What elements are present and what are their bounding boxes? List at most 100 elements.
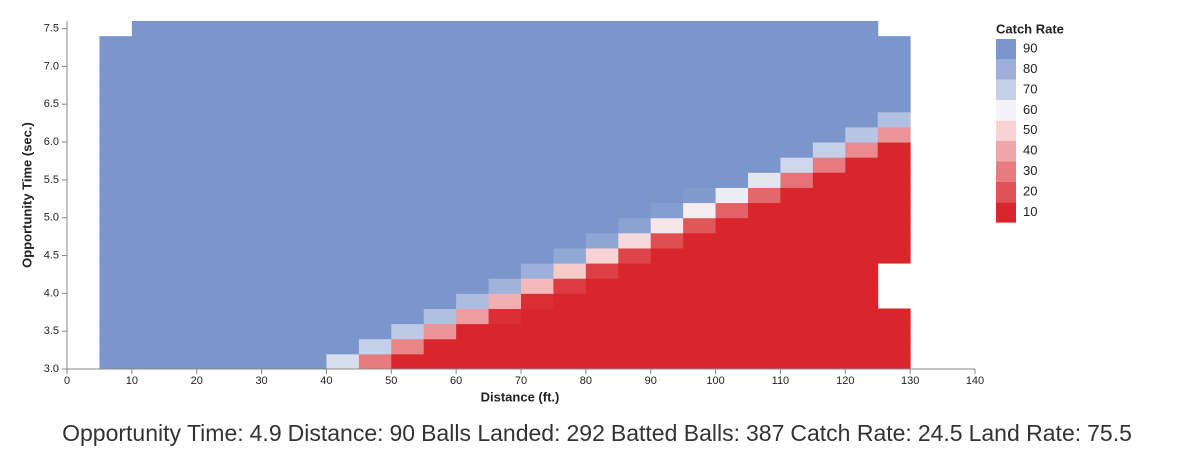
heat-cell <box>294 126 327 143</box>
legend-label: 50 <box>1023 122 1037 137</box>
heat-cell <box>780 21 814 37</box>
heat-cell <box>748 111 781 128</box>
heat-cell <box>131 202 165 219</box>
heat-cell <box>423 187 457 204</box>
legend-title: Catch Rate <box>996 21 1064 36</box>
heat-cell <box>488 217 522 234</box>
heat-cell <box>229 293 263 309</box>
heat-cell <box>358 142 392 158</box>
heat-cell <box>748 142 781 158</box>
heat-cell <box>196 308 230 325</box>
heat-cell <box>358 51 392 67</box>
heat-cell <box>326 338 360 355</box>
heat-cell <box>748 66 781 83</box>
heat-cell <box>131 263 165 279</box>
heat-cell <box>164 172 198 188</box>
heat-cell <box>683 247 717 264</box>
heat-cell <box>261 21 295 37</box>
heat-cell <box>164 51 198 67</box>
heat-cell <box>326 247 360 264</box>
heat-cell <box>229 157 263 173</box>
heat-cell <box>585 66 619 83</box>
heat-cell <box>488 66 522 83</box>
heat-cell <box>488 187 522 204</box>
heat-cell <box>456 187 490 204</box>
heat-cell <box>877 96 911 113</box>
heat-cell <box>780 353 814 370</box>
heat-cell <box>585 247 619 264</box>
heat-cell <box>521 36 554 52</box>
heat-cell <box>715 111 749 128</box>
heat-cell <box>553 293 587 309</box>
heat-cell <box>164 323 198 340</box>
heat-cell <box>488 157 522 173</box>
heat-cell <box>715 51 749 67</box>
legend-swatch <box>996 181 1016 203</box>
heat-cell <box>683 157 717 173</box>
heat-cell <box>229 338 263 355</box>
heat-cell <box>877 187 911 204</box>
heat-cell <box>650 142 684 158</box>
heat-cell <box>715 172 749 188</box>
heat-cell <box>196 217 230 234</box>
heat-cell <box>812 157 846 173</box>
heat-cell <box>812 353 846 370</box>
heat-cell <box>131 293 165 309</box>
heat-cell <box>456 96 490 113</box>
heat-cell <box>196 263 230 279</box>
heat-cell <box>294 263 327 279</box>
heat-cell <box>326 323 360 340</box>
heat-cell <box>326 217 360 234</box>
legend-label: 70 <box>1023 81 1037 96</box>
heat-cell <box>877 308 911 325</box>
heat-cell <box>845 217 879 234</box>
heat-cell <box>229 217 263 234</box>
heat-cell <box>845 21 879 37</box>
heat-cell <box>488 263 522 279</box>
heat-cell <box>585 96 619 113</box>
heat-cell <box>683 21 717 37</box>
heat-cell <box>164 36 198 52</box>
heat-cell <box>229 232 263 249</box>
x-tick-label: 130 <box>901 375 919 387</box>
y-tick-label: 7.5 <box>44 22 59 34</box>
heat-cell <box>488 36 522 52</box>
heat-cell <box>261 323 295 340</box>
legend-swatch <box>996 79 1016 101</box>
heat-cell <box>618 96 652 113</box>
heat-cell <box>326 66 360 83</box>
heat-cell <box>391 187 425 204</box>
heat-cell <box>585 36 619 52</box>
heat-cell <box>423 338 457 355</box>
heat-cell <box>553 353 587 370</box>
heat-cell <box>423 51 457 67</box>
heat-cell <box>715 323 749 340</box>
x-tick-label: 140 <box>966 375 984 387</box>
heat-cell <box>196 81 230 98</box>
x-tick-label: 70 <box>515 375 527 387</box>
heat-cell <box>294 232 327 249</box>
heat-cell <box>618 263 652 279</box>
chart: Distance (ft.) Opportunity Time (sec.) C… <box>19 21 1064 404</box>
heat-cell <box>294 66 327 83</box>
readout-label: Land Rate: <box>968 420 1082 446</box>
heat-cell <box>585 353 619 370</box>
heat-cell <box>358 263 392 279</box>
heat-cell <box>650 111 684 128</box>
heat-cell <box>812 232 846 249</box>
heat-cell <box>294 157 327 173</box>
heat-cell <box>812 51 846 67</box>
heat-cell <box>196 247 230 264</box>
heat-cell <box>423 217 457 234</box>
heat-cell <box>521 111 554 128</box>
heat-cell <box>164 142 198 158</box>
heat-cell <box>229 353 263 370</box>
heat-cell <box>131 338 165 355</box>
heat-cell <box>553 308 587 325</box>
heat-cell <box>845 96 879 113</box>
heat-cell <box>196 293 230 309</box>
heat-cell <box>391 66 425 83</box>
heat-cell <box>326 96 360 113</box>
heat-cell <box>423 232 457 249</box>
heat-cell <box>585 111 619 128</box>
